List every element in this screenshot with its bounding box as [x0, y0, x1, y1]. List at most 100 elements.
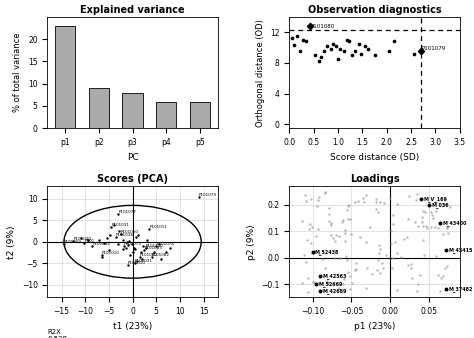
Point — [112, 234, 120, 239]
Point — [157, 256, 165, 262]
Point — [303, 237, 310, 242]
Point — [108, 224, 115, 230]
Point — [338, 220, 346, 225]
Text: M_52438: M_52438 — [315, 249, 339, 255]
Text: P101092: P101092 — [92, 242, 110, 246]
Point — [444, 226, 451, 231]
Point — [438, 275, 445, 281]
Point — [324, 43, 331, 49]
Point — [325, 205, 332, 211]
Text: P101050: P101050 — [121, 230, 139, 234]
Point — [139, 243, 147, 249]
Point — [313, 203, 321, 209]
Point — [432, 199, 440, 204]
Point — [351, 49, 359, 54]
Point — [319, 257, 326, 262]
Point — [327, 232, 335, 238]
Point — [439, 231, 447, 237]
Point — [321, 190, 328, 196]
Point — [442, 287, 450, 292]
Point — [376, 199, 383, 204]
Point — [423, 226, 430, 231]
Point — [146, 226, 153, 232]
Point — [323, 278, 330, 284]
Point — [317, 54, 325, 59]
Point — [444, 225, 451, 230]
Point — [334, 56, 342, 62]
Point — [372, 199, 380, 204]
Point — [340, 276, 348, 282]
Point — [143, 237, 151, 242]
Point — [359, 195, 367, 200]
Point — [103, 236, 110, 241]
Text: P101082: P101082 — [152, 253, 170, 257]
Point — [390, 221, 397, 226]
Point — [388, 228, 395, 234]
Text: P101110: P101110 — [146, 244, 164, 248]
Point — [304, 275, 312, 281]
Point — [133, 235, 140, 240]
Point — [142, 245, 150, 251]
Point — [315, 251, 323, 257]
Point — [376, 246, 384, 252]
Point — [138, 256, 146, 262]
Text: P101077: P101077 — [118, 210, 137, 214]
Point — [435, 226, 442, 231]
Point — [379, 266, 387, 271]
Point — [414, 288, 421, 293]
Point — [302, 199, 310, 204]
Text: P101: P101 — [84, 239, 94, 243]
Point — [337, 46, 344, 52]
Point — [412, 197, 419, 203]
Text: P101079: P101079 — [422, 46, 446, 51]
Point — [382, 252, 390, 258]
Point — [345, 202, 353, 208]
Point — [325, 280, 332, 286]
Point — [100, 240, 108, 245]
Point — [390, 39, 398, 44]
Point — [335, 286, 343, 291]
X-axis label: t1 (23%): t1 (23%) — [113, 322, 152, 331]
Point — [339, 281, 347, 286]
Text: P101079: P101079 — [199, 193, 217, 197]
Point — [316, 280, 323, 286]
Point — [298, 280, 306, 285]
Point — [336, 255, 344, 261]
Point — [419, 219, 426, 225]
Point — [422, 224, 430, 229]
Point — [366, 224, 374, 230]
Point — [351, 267, 359, 272]
Point — [320, 49, 328, 54]
X-axis label: p1 (23%): p1 (23%) — [354, 322, 395, 331]
Point — [344, 270, 352, 275]
Point — [325, 211, 333, 216]
Point — [331, 256, 338, 261]
Point — [343, 253, 350, 259]
Point — [407, 261, 415, 267]
Point — [437, 289, 444, 294]
Bar — [190, 101, 210, 128]
Point — [325, 219, 333, 224]
Point — [120, 243, 128, 249]
Point — [123, 239, 131, 244]
Point — [419, 214, 426, 220]
Point — [128, 241, 136, 247]
Point — [98, 254, 106, 260]
Point — [439, 273, 447, 279]
Point — [307, 196, 315, 202]
Point — [315, 59, 322, 64]
Point — [84, 237, 91, 242]
Point — [356, 234, 364, 240]
Point — [141, 248, 148, 253]
Point — [299, 37, 307, 43]
Point — [362, 192, 369, 197]
Point — [317, 273, 324, 279]
Point — [414, 191, 421, 197]
Point — [374, 258, 382, 263]
Bar — [55, 26, 75, 128]
Point — [127, 252, 134, 257]
Point — [388, 240, 395, 245]
Point — [360, 200, 368, 205]
Point — [428, 209, 435, 215]
Point — [407, 265, 415, 270]
